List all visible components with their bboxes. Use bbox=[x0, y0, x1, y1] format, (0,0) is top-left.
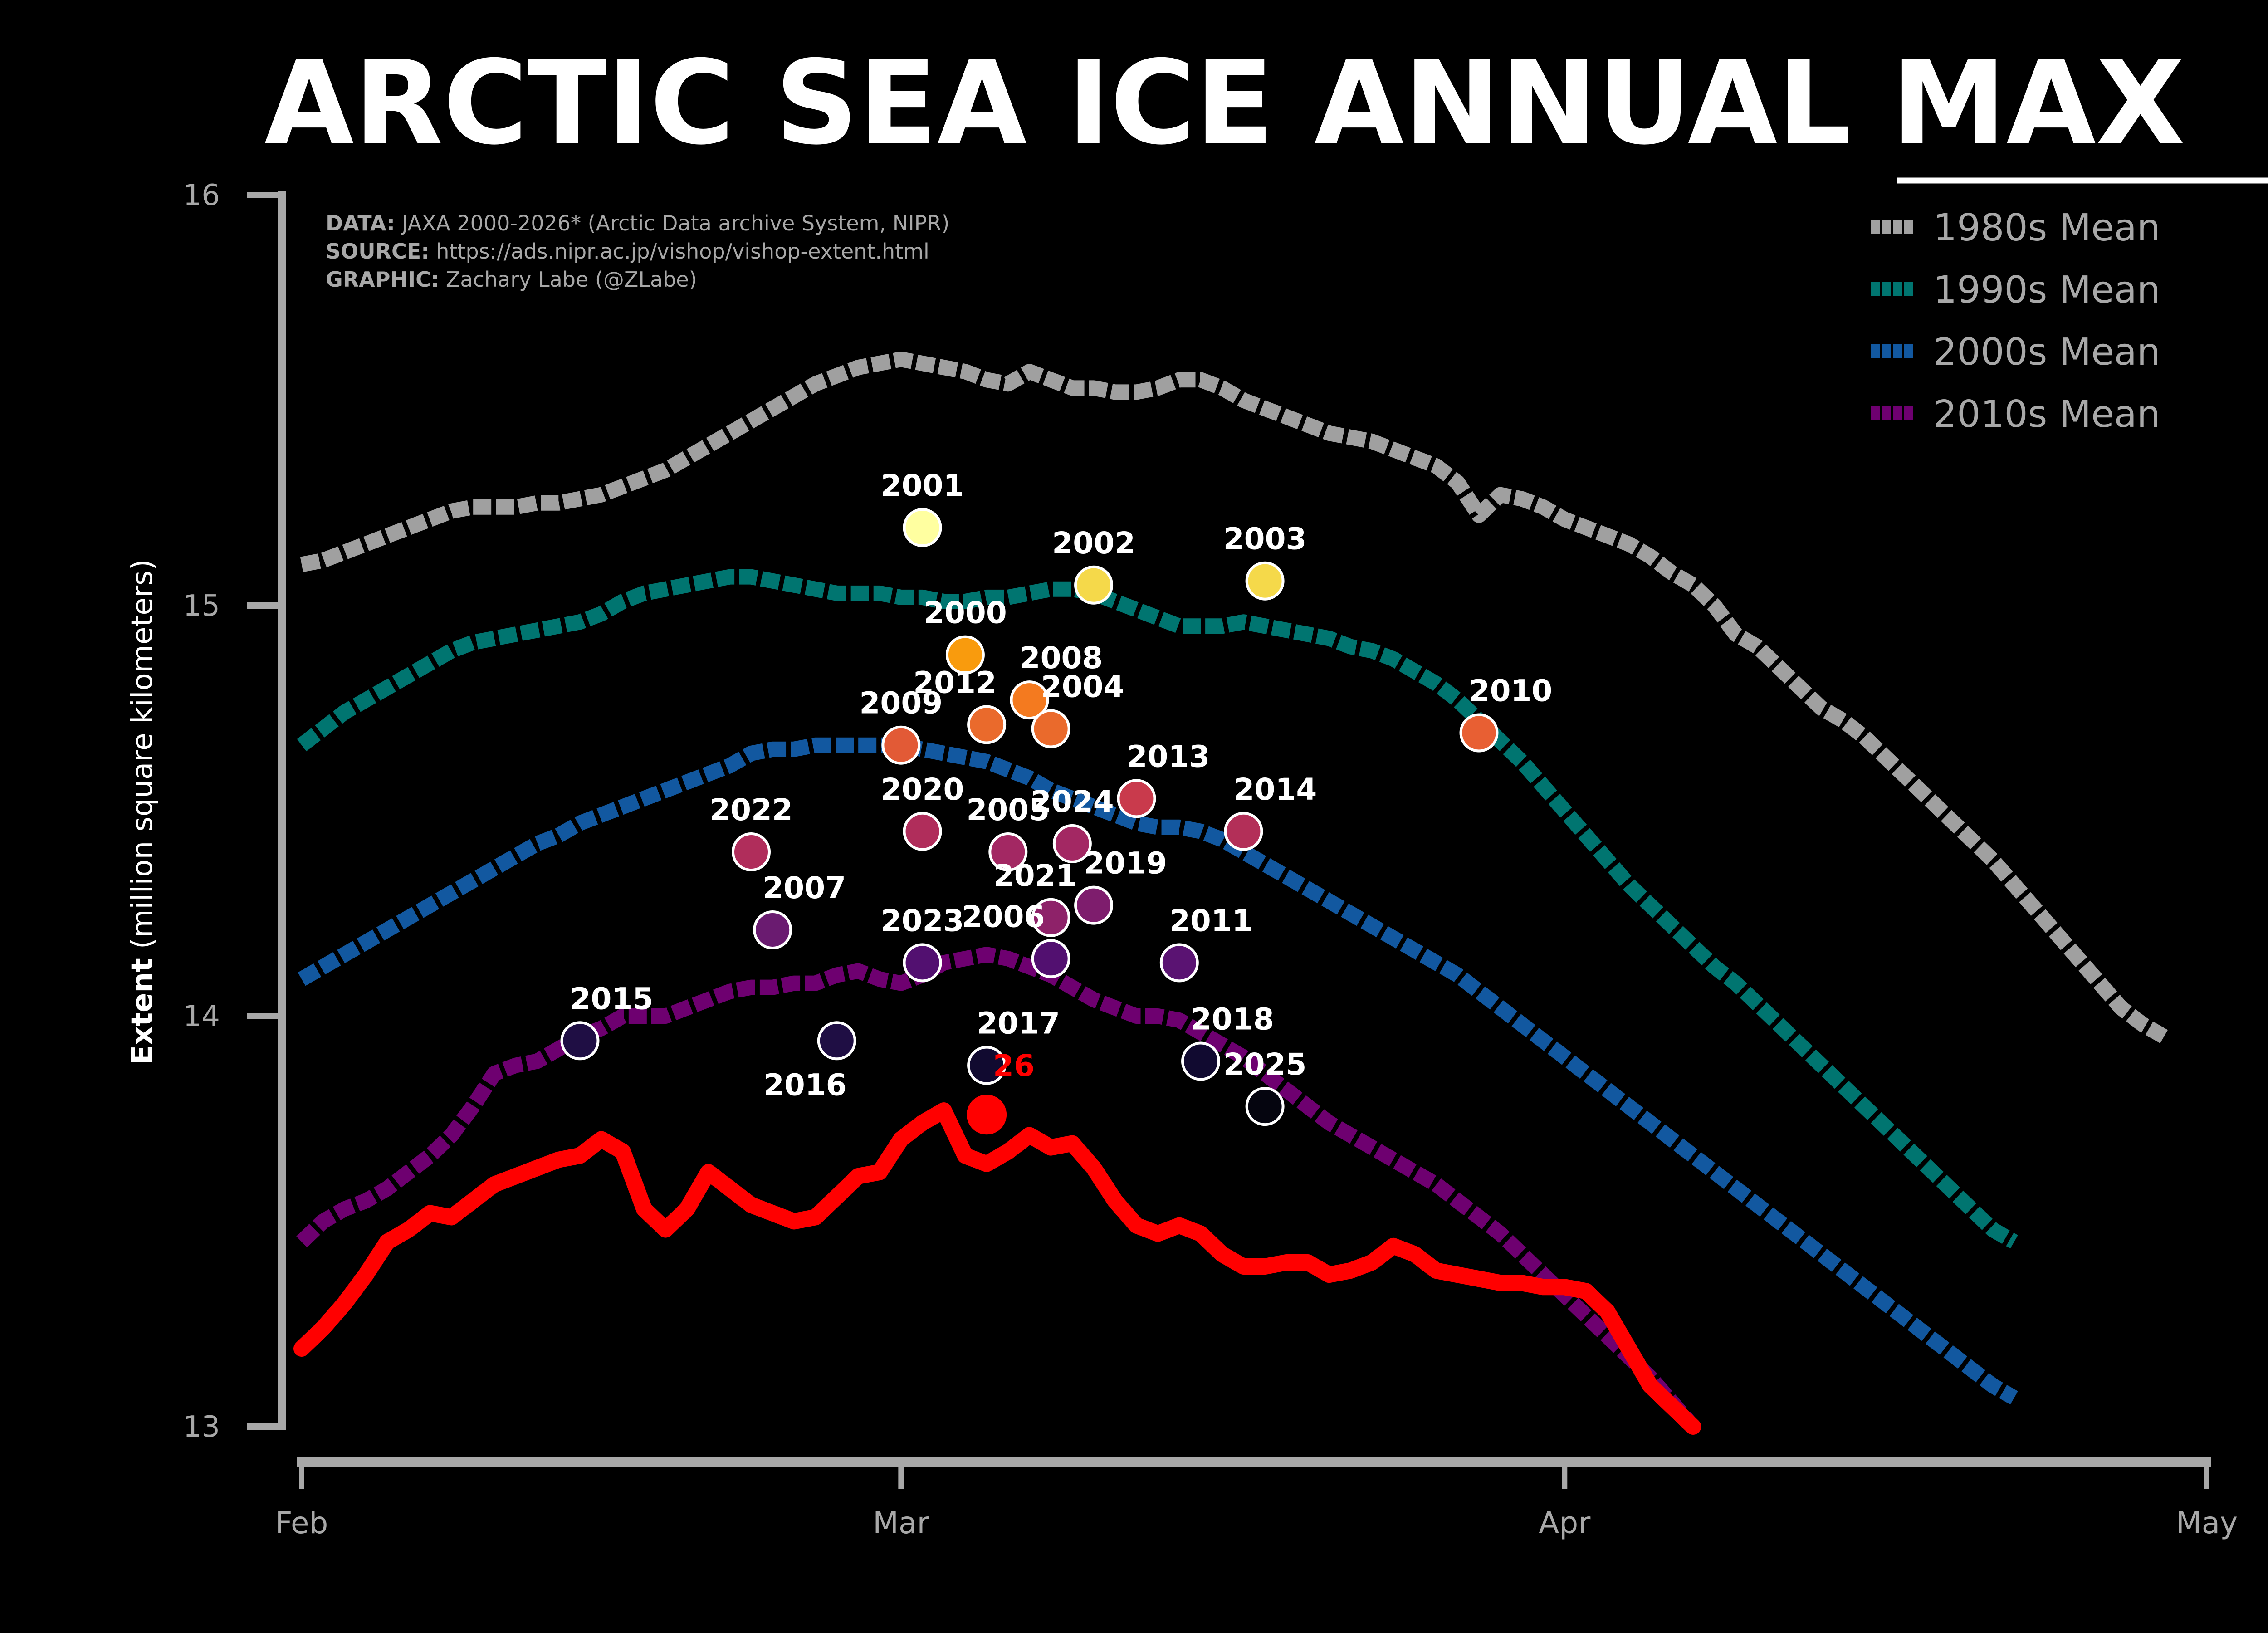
series-line-2000s-mean bbox=[298, 737, 2018, 1405]
chart-title-emphasis: MAX bbox=[1891, 36, 2185, 171]
x-tick-label-apr: Apr bbox=[1539, 1506, 1591, 1540]
legend-label-1990s-mean: 1990s Mean bbox=[1933, 269, 2160, 312]
max-point-2005 bbox=[988, 832, 1028, 871]
max-point-2025 bbox=[1245, 1087, 1285, 1126]
max-point-2020 bbox=[903, 812, 942, 851]
max-label-2001: 2001 bbox=[881, 468, 964, 503]
series-line-1990s-mean bbox=[297, 569, 2018, 1249]
max-label-2020: 2020 bbox=[881, 772, 964, 807]
max-point-2001 bbox=[903, 508, 942, 548]
legend: 1980s Mean 1990s Mean 2000s Mean 2010s Mean bbox=[1871, 206, 2160, 436]
max-label-2004: 2004 bbox=[1041, 670, 1124, 704]
credit-line-data: DATA: JAXA 2000-2026* (Arctic Data archi… bbox=[326, 211, 949, 235]
max-point-2021 bbox=[1031, 898, 1070, 937]
legend-label-1980s-mean: 1980s Mean bbox=[1933, 206, 2160, 249]
max-point-2003 bbox=[1245, 561, 1285, 601]
credit-text: https://ads.nipr.ac.jp/vishop/vishop-ext… bbox=[430, 239, 929, 264]
max-label-2026: 26 bbox=[993, 1048, 1035, 1083]
annual-max-points: 2001 2002 2003 2000 2008 2012 2004 2009 2010 2013… bbox=[560, 468, 1553, 1135]
max-label-2017: 2017 bbox=[977, 1006, 1060, 1041]
y-axis-label-bold: Extent bbox=[126, 958, 159, 1065]
x-tick-label-mar: Mar bbox=[873, 1506, 929, 1540]
max-point-2026 bbox=[967, 1095, 1007, 1135]
max-label-2005: 2005 bbox=[966, 792, 1050, 827]
credit-line-source: SOURCE: https://ads.nipr.ac.jp/vishop/vi… bbox=[326, 239, 929, 264]
max-label-2021: 2021 bbox=[993, 858, 1077, 893]
max-label-2007: 2007 bbox=[763, 870, 846, 905]
max-label-2025: 2025 bbox=[1223, 1047, 1307, 1082]
max-label-2022: 2022 bbox=[709, 792, 793, 827]
max-label-2015: 2015 bbox=[570, 981, 654, 1016]
max-point-2017 bbox=[967, 1046, 1007, 1085]
legend-label-2010s-mean: 2010s Mean bbox=[1933, 393, 2160, 436]
max-label-2012: 2012 bbox=[913, 665, 997, 700]
max-point-2019 bbox=[1074, 885, 1114, 925]
max-label-2000: 2000 bbox=[924, 596, 1007, 631]
credit-line-graphic: GRAPHIC: Zachary Labe (@ZLabe) bbox=[326, 267, 697, 292]
max-label-2013: 2013 bbox=[1127, 739, 1210, 774]
max-point-2002 bbox=[1074, 565, 1114, 605]
y-axis-label: Extent (million square kilometers) bbox=[126, 559, 159, 1065]
max-label-2016: 2016 bbox=[763, 1067, 847, 1102]
max-point-2011 bbox=[1159, 943, 1199, 983]
max-point-2015 bbox=[560, 1021, 600, 1061]
max-point-2018 bbox=[1181, 1041, 1221, 1081]
series-line-2026 bbox=[293, 1102, 1701, 1435]
max-point-2023 bbox=[903, 943, 942, 983]
max-point-2009 bbox=[881, 725, 921, 765]
y-tick-label-13: 13 bbox=[183, 1410, 220, 1444]
chart-title-main: ARCTIC SEA ICE ANNUAL bbox=[264, 36, 1892, 171]
max-point-2010 bbox=[1459, 713, 1499, 753]
x-tick-label-feb: Feb bbox=[275, 1506, 328, 1540]
max-label-2008: 2008 bbox=[1020, 640, 1103, 675]
credit-text: Zachary Labe (@ZLabe) bbox=[439, 267, 697, 292]
y-axis-label-units: (million square kilometers) bbox=[126, 559, 159, 958]
max-label-2002: 2002 bbox=[1052, 526, 1135, 561]
max-point-2012 bbox=[967, 705, 1007, 744]
max-label-2023: 2023 bbox=[881, 903, 964, 938]
max-point-2016 bbox=[817, 1021, 856, 1061]
series-line-2010s-mean bbox=[296, 947, 1699, 1432]
max-label-2019: 2019 bbox=[1084, 846, 1167, 881]
max-point-2006 bbox=[1031, 939, 1070, 978]
max-label-2003: 2003 bbox=[1223, 522, 1307, 557]
max-label-2014: 2014 bbox=[1234, 772, 1317, 807]
max-label-2006: 2006 bbox=[962, 899, 1045, 934]
max-label-2011: 2011 bbox=[1169, 903, 1253, 938]
max-label-2009: 2009 bbox=[859, 686, 943, 721]
y-tick-label-14: 14 bbox=[183, 1000, 220, 1033]
credit-text: JAXA 2000-2026* (Arctic Data archive Sys… bbox=[395, 211, 949, 235]
max-point-2008 bbox=[1010, 680, 1049, 720]
max-point-2000 bbox=[945, 635, 985, 675]
series-lines bbox=[293, 352, 2168, 1435]
max-point-2013 bbox=[1117, 779, 1156, 818]
legend-label-2000s-mean: 2000s Mean bbox=[1933, 331, 2160, 374]
max-point-2007 bbox=[753, 910, 792, 949]
y-tick-label-16: 16 bbox=[183, 179, 220, 212]
max-point-2004 bbox=[1031, 709, 1070, 748]
max-point-2014 bbox=[1224, 812, 1263, 851]
max-point-2024 bbox=[1052, 824, 1092, 863]
chart-title: ARCTIC SEA ICE ANNUAL MAX bbox=[264, 36, 2185, 171]
max-label-2024: 2024 bbox=[1031, 784, 1114, 819]
credit-label: SOURCE: bbox=[326, 239, 430, 264]
credit-label: DATA: bbox=[326, 211, 395, 235]
credits-block: DATA: JAXA 2000-2026* (Arctic Data archi… bbox=[326, 211, 949, 292]
y-tick-label-15: 15 bbox=[183, 589, 220, 623]
credit-label: GRAPHIC: bbox=[326, 267, 439, 292]
axes: 13 14 15 16 Feb Mar Apr May bbox=[183, 179, 2238, 1540]
max-label-2018: 2018 bbox=[1191, 1002, 1274, 1037]
max-label-2010: 2010 bbox=[1469, 674, 1553, 709]
series-line-1980s-mean bbox=[300, 352, 2168, 1043]
x-tick-label-may: May bbox=[2176, 1506, 2238, 1540]
max-point-2022 bbox=[732, 832, 771, 871]
